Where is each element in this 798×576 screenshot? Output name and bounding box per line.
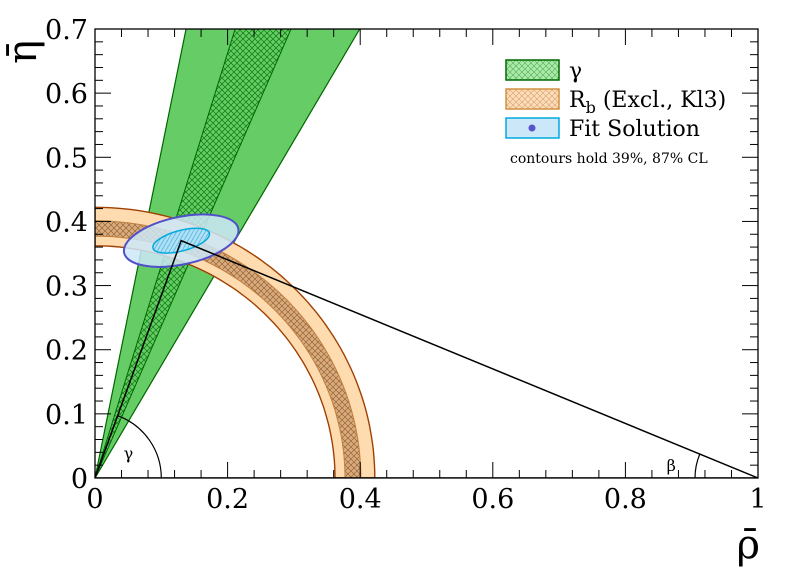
- legend-label-gamma: γ: [569, 59, 582, 84]
- legend-label-rb: Rb (Excl., Kl3): [569, 88, 726, 117]
- legend-label-rb-sub: b: [586, 98, 596, 117]
- beta-angle-label: β: [667, 456, 676, 475]
- legend: γ Rb (Excl., Kl3) Fit Solution contours …: [505, 59, 726, 167]
- y-tick-label: 0.2: [45, 336, 88, 367]
- legend-fit-marker: [528, 124, 536, 132]
- y-tick-label: 0.3: [45, 272, 88, 303]
- y-tick-label: 0: [71, 464, 88, 495]
- gamma-angle-arc: [117, 415, 162, 478]
- legend-label-fit: Fit Solution: [569, 117, 700, 142]
- legend-label-rb-base: R: [569, 88, 587, 113]
- y-tick-label: 0.4: [45, 207, 88, 238]
- y-axis-title: η̄: [0, 40, 46, 64]
- plot-frame: [94, 28, 759, 479]
- x-axis-title: ρ̄: [736, 522, 760, 568]
- x-tick-label: 0: [86, 484, 103, 515]
- legend-cl-note: contours hold 39%, 87% CL: [510, 151, 708, 167]
- legend-swatch-gamma: [505, 59, 560, 81]
- gamma-angle-label: γ: [124, 444, 134, 463]
- x-tick-label: 0.6: [471, 484, 514, 515]
- x-axis-ticks: 0 0.2 0.4 0.6 0.8 1: [86, 29, 767, 515]
- legend-label-rb-suffix: (Excl., Kl3): [596, 88, 726, 113]
- x-tick-label: 0.8: [604, 484, 647, 515]
- y-tick-label: 0.1: [45, 400, 88, 431]
- y-tick-label: 0.6: [45, 79, 88, 110]
- x-tick-label: 0.2: [206, 484, 249, 515]
- y-axis-ticks: 0 0.1 0.2 0.3 0.4 0.5 0.6 0.7: [45, 15, 758, 495]
- y-tick-label: 0.5: [45, 143, 88, 174]
- unitarity-triangle: [95, 239, 758, 478]
- x-tick-label: 0.4: [339, 484, 382, 515]
- legend-swatch-rb: [505, 88, 560, 110]
- rb-band-inner: [95, 220, 362, 478]
- beta-angle-arc: [694, 453, 701, 478]
- x-tick-label: 1: [749, 484, 766, 515]
- y-tick-label: 0.7: [45, 15, 88, 46]
